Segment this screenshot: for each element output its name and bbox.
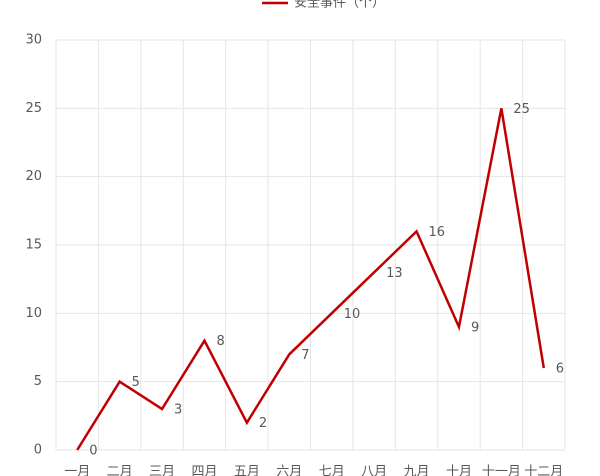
line [76, 108, 546, 451]
legend-label: 安全事件（个） [294, 0, 385, 11]
x-tick-label: 四月 [191, 465, 217, 476]
data-label: 2 [259, 416, 267, 431]
x-tick-label: 七月 [319, 465, 345, 476]
x-tick-label: 十二月 [524, 465, 563, 476]
x-tick-label: 九月 [404, 465, 430, 476]
data-label: 3 [174, 403, 182, 418]
data-label: 6 [556, 362, 564, 377]
x-tick-label: 六月 [276, 465, 302, 476]
x-tick-label: 十一月 [482, 465, 521, 476]
x-tick-label: 十月 [446, 465, 472, 476]
y-tick-label: 20 [25, 169, 42, 184]
x-tick-label: 八月 [361, 465, 387, 476]
y-tick-label: 10 [25, 306, 42, 321]
x-tick-label: 二月 [107, 465, 133, 476]
data-label: 16 [429, 225, 446, 240]
x-tick-label: 五月 [234, 465, 260, 476]
data-label: 25 [513, 102, 530, 117]
data-label: 10 [344, 307, 361, 322]
y-tick-label: 30 [25, 33, 42, 48]
y-tick-label: 5 [34, 374, 42, 389]
data-label: 13 [386, 266, 403, 281]
y-tick-label: 25 [25, 101, 42, 116]
y-tick-label: 15 [25, 238, 42, 253]
x-tick-label: 三月 [149, 465, 175, 476]
data-label: 8 [216, 334, 224, 349]
y-tick-label: 0 [34, 443, 42, 458]
data-label: 7 [301, 348, 309, 363]
data-label: 5 [132, 375, 140, 390]
data-label: 9 [471, 321, 479, 336]
x-tick-label: 一月 [64, 465, 90, 476]
data-label: 0 [89, 444, 97, 459]
